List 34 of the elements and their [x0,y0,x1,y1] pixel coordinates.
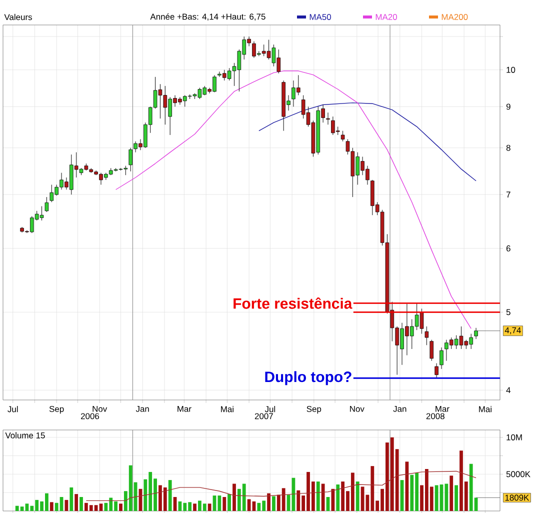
legend-title: Valeurs [4,14,32,20]
legend-label: MA200 [442,14,468,20]
legend-label: MA50 [310,14,331,20]
y-tick-label: 6 [506,245,510,252]
y-tick-label: 7 [506,192,510,198]
y-tick-label: 8 [506,144,510,151]
text: Année +Bas: 4,14 +Haut: 6,75 [150,13,266,21]
chart-title: Volume 15 [5,432,45,438]
y-tick-label: 5 [506,309,510,316]
ref-line-label: Forte resistência [234,298,352,309]
y-tick-label: 9 [506,104,510,110]
x-tick-label: Mai [221,406,234,412]
x-tick-label: Jul [8,406,18,412]
x-tick-label: Jan [393,406,406,412]
x-tick-label: Sep [306,406,322,414]
y-tick-label: 10M [506,434,522,440]
x-tick-label: Jan [136,406,149,412]
y-tick-label: 4 [506,387,510,394]
ref-line-label: Duplo topo? [265,371,352,386]
annotation: 1809K [505,494,530,501]
x-tick-label: Mar [436,406,450,412]
x-tick-label: Mai [479,406,492,412]
text: 2007 [254,413,273,420]
text: 2006 [80,413,100,420]
y-tick-label: 10 [506,66,516,73]
annotation: 4,74 [504,327,521,334]
y-tick-label: 5000K [506,471,530,478]
x-tick-label: Sep [49,406,64,414]
legend-label: MA20 [376,14,397,20]
x-tick-label: Jul [264,406,276,412]
x-tick-label: Nov [92,406,108,412]
x-tick-label: Nov [350,406,364,412]
text: 2008 [426,413,444,420]
x-tick-label: Mar [178,406,192,412]
